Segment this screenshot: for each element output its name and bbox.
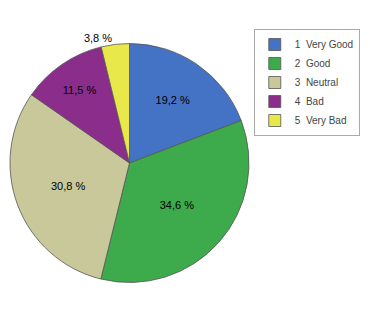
svg-text:2 Good: 2 Good: [295, 58, 331, 69]
svg-text:30,8 %: 30,8 %: [51, 180, 85, 192]
svg-text:34,6 %: 34,6 %: [160, 199, 194, 211]
svg-text:3,8 %: 3,8 %: [84, 32, 112, 44]
svg-text:11,5 %: 11,5 %: [63, 84, 97, 96]
svg-text:19,2 %: 19,2 %: [156, 94, 190, 106]
svg-text:5 Very Bad: 5 Very Bad: [295, 115, 347, 126]
svg-text:3 Neutral: 3 Neutral: [295, 77, 338, 88]
svg-text:1 Very Good: 1 Very Good: [295, 39, 353, 50]
svg-text:4 Bad: 4 Bad: [295, 96, 324, 107]
